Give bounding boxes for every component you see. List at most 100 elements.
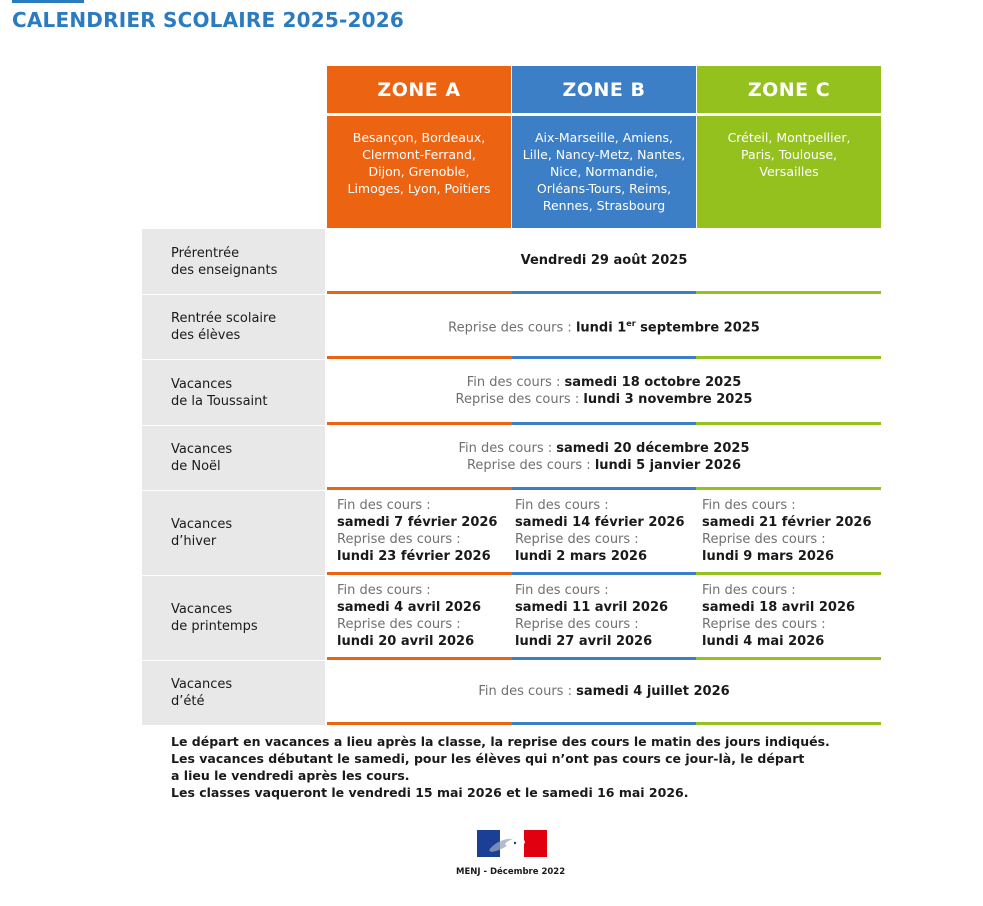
zone-c-dates: Fin des cours : samedi 21 février 2026 R… (702, 491, 881, 572)
date-prefix: Reprise des cours : (337, 617, 461, 632)
zone-a-dates: Fin des cours : samedi 4 avril 2026 Repr… (337, 576, 512, 657)
row-value: Fin des cours : samedi 7 février 2026 Re… (327, 491, 881, 572)
date-prefix: Reprise des cours : (515, 532, 639, 547)
row-value: Fin des cours : samedi 4 juillet 2026 (327, 661, 881, 722)
city-line: Rennes, Strasbourg (542, 198, 666, 213)
title-accent-bar (12, 0, 84, 3)
row-label-line: de Noël (171, 459, 221, 474)
date-value: samedi 18 avril 2026 (702, 600, 856, 615)
date-prefix: Fin des cours : (337, 583, 431, 598)
city-line: Paris, Toulouse, (740, 147, 837, 162)
date-value: lundi 2 mars 2026 (515, 549, 647, 564)
city-line: Nice, Normandie, (549, 164, 659, 179)
city-line: Créteil, Montpellier, (727, 130, 851, 145)
city-line: Besançon, Bordeaux, (352, 130, 486, 145)
city-line: Lille, Nancy-Metz, Nantes, (522, 147, 686, 162)
date-line: Reprise des cours : lundi 5 janvier 2026 (467, 457, 741, 474)
footnote-line: Les classes vaqueront le vendredi 15 mai… (171, 785, 689, 800)
marianne-flag-logo (477, 830, 547, 857)
date-prefix: Reprise des cours : (448, 320, 576, 336)
row-ete: Vacances d’été Fin des cours : samedi 4 … (142, 661, 882, 725)
row-label-line: des enseignants (171, 262, 278, 278)
zone-a-header: ZONE A (327, 66, 511, 113)
footnotes: Le départ en vacances a lieu après la cl… (171, 733, 830, 801)
zone-b-header: ZONE B (512, 66, 696, 113)
zone-color-rule (327, 356, 882, 359)
row-value: Reprise des cours : lundi 1er septembre … (327, 295, 881, 356)
row-label-line: d’été (171, 694, 205, 709)
date-value: lundi 27 avril 2026 (515, 634, 653, 649)
date-value: samedi 4 juillet 2026 (576, 684, 730, 699)
zone-c-cities: Créteil, Montpellier, Paris, Toulouse, V… (697, 116, 881, 228)
row-label: Vacances de printemps (142, 576, 325, 660)
row-label-line: Vacances (171, 677, 233, 692)
row-noel: Vacances de Noël Fin des cours : samedi … (142, 426, 882, 490)
row-label: Prérentrée des enseignants (142, 229, 325, 294)
row-label-line: Rentrée scolaire (171, 311, 277, 326)
footnote-line: Le départ en vacances a lieu après la cl… (171, 734, 830, 749)
row-label: Vacances d’été (142, 661, 325, 725)
zone-color-rule (327, 572, 882, 575)
city-line: Orléans-Tours, Reims, (536, 181, 672, 196)
row-label: Vacances de la Toussaint (142, 360, 325, 425)
city-line: Versailles (759, 164, 819, 179)
row-label-line: Vacances (171, 602, 233, 617)
date-value: samedi 4 avril 2026 (337, 600, 482, 615)
page-title: CALENDRIER SCOLAIRE 2025-2026 (12, 8, 404, 32)
zone-a-dates: Fin des cours : samedi 7 février 2026 Re… (337, 491, 512, 572)
row-rentree: Rentrée scolaire des élèves Reprise des … (142, 295, 882, 359)
row-value: Vendredi 29 août 2025 (327, 229, 881, 291)
date-line: Fin des cours : samedi 20 décembre 2025 (459, 440, 750, 457)
row-label-line: Prérentrée (171, 245, 240, 261)
row-label-line: d’hiver (171, 534, 217, 549)
date-value: samedi 21 février 2026 (702, 515, 872, 530)
date-value: samedi 11 avril 2026 (515, 600, 669, 615)
date-value: samedi 18 octobre 2025 (564, 375, 742, 390)
date-value: lundi 9 mars 2026 (702, 549, 834, 564)
date-prefix: Reprise des cours : (455, 392, 584, 407)
row-value: Fin des cours : samedi 20 décembre 2025 … (327, 426, 881, 487)
date-prefix: Fin des cours : (515, 583, 609, 598)
row-label-line: Vacances (171, 376, 233, 392)
date-value: lundi 3 novembre 2025 (583, 392, 753, 407)
row-label: Vacances d’hiver (142, 491, 325, 575)
row-prerentree: Prérentrée des enseignants Vendredi 29 a… (142, 229, 882, 294)
date-value: lundi 4 mai 2026 (702, 634, 825, 649)
date-prefix: Reprise des cours : (466, 457, 595, 473)
date-value: lundi 20 avril 2026 (337, 634, 475, 649)
date-prefix: Fin des cours : (515, 498, 609, 513)
date-line: Reprise des cours : lundi 1er septembre … (448, 315, 760, 336)
row-label: Vacances de Noël (142, 426, 325, 490)
zone-a-cities: Besançon, Bordeaux, Clermont-Ferrand, Di… (327, 116, 511, 228)
date-superscript: er (626, 318, 636, 328)
zone-c-dates: Fin des cours : samedi 18 avril 2026 Rep… (702, 576, 881, 657)
zone-color-rule (327, 657, 882, 660)
date-value: samedi 7 février 2026 (337, 515, 498, 530)
city-line: Dijon, Grenoble, (368, 164, 470, 179)
row-value: Fin des cours : samedi 4 avril 2026 Repr… (327, 576, 881, 657)
date-prefix: Fin des cours : (478, 684, 577, 699)
footnote-line: a lieu le vendredi après les cours. (171, 768, 410, 783)
date-line: Reprise des cours : lundi 3 novembre 202… (456, 391, 753, 408)
zone-color-rule (327, 487, 882, 490)
date-prefix: Fin des cours : (337, 498, 431, 513)
date-value: samedi 14 février 2026 (515, 515, 685, 530)
zone-b-cities: Aix-Marseille, Amiens, Lille, Nancy-Metz… (512, 116, 696, 228)
date-line: Fin des cours : samedi 4 juillet 2026 (478, 683, 729, 700)
date-prefix: Fin des cours : (458, 440, 557, 456)
marianne-flag-icon (477, 830, 547, 857)
date-prefix: Reprise des cours : (702, 617, 826, 632)
row-value: Fin des cours : samedi 18 octobre 2025 R… (327, 360, 881, 422)
city-line: Aix-Marseille, Amiens, (534, 130, 674, 145)
date-text: Vendredi 29 août 2025 (520, 252, 688, 268)
date-prefix: Fin des cours : (466, 375, 565, 390)
date-value: lundi 23 février 2026 (337, 549, 491, 564)
date-value: samedi 20 décembre 2025 (556, 440, 750, 456)
date-value: lundi 1 (575, 320, 627, 336)
date-prefix: Reprise des cours : (337, 532, 461, 547)
date-prefix: Fin des cours : (702, 498, 796, 513)
zone-color-rule (327, 722, 882, 725)
date-prefix: Reprise des cours : (702, 532, 826, 547)
row-label-line: de printemps (171, 619, 258, 634)
date-line: Fin des cours : samedi 18 octobre 2025 (467, 374, 742, 391)
